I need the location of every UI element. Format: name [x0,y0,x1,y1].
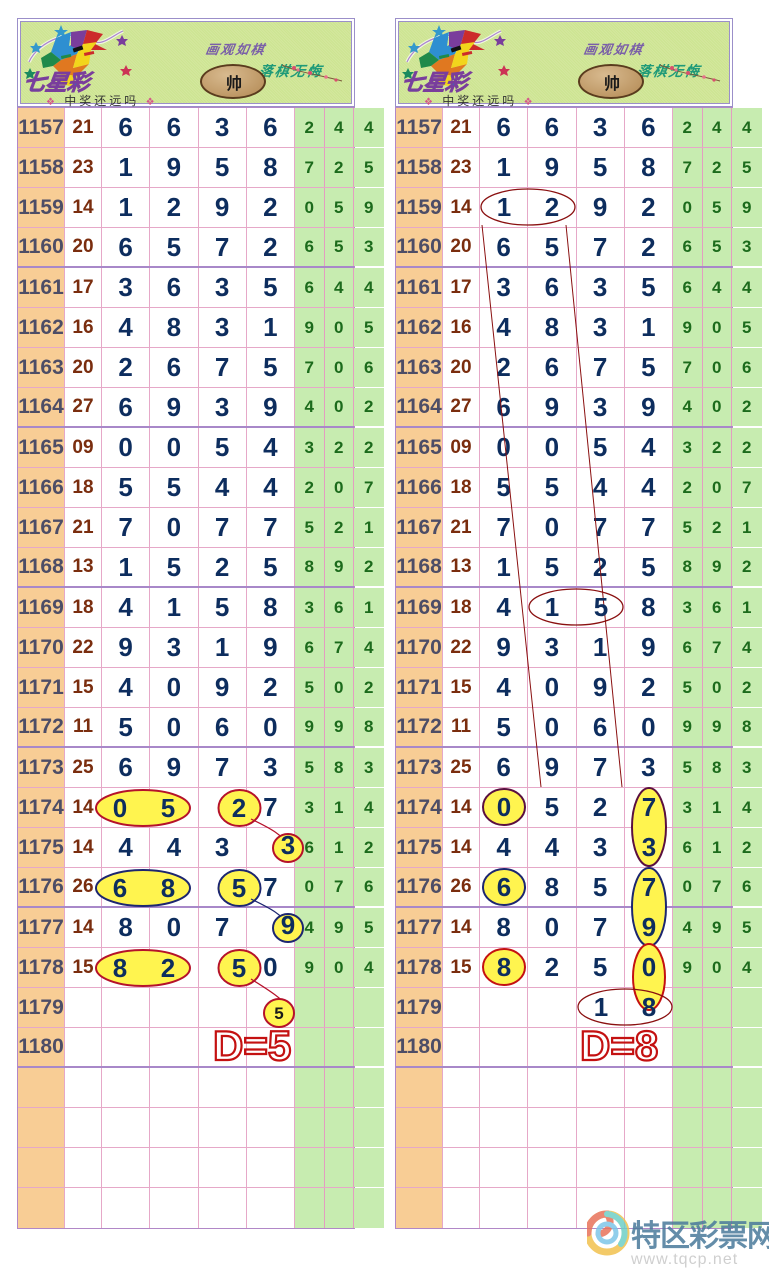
svg-text:特区彩票网: 特区彩票网 [631,1220,769,1253]
svg-text:www.tqcp.net: www.tqcp.net [630,1251,738,1268]
